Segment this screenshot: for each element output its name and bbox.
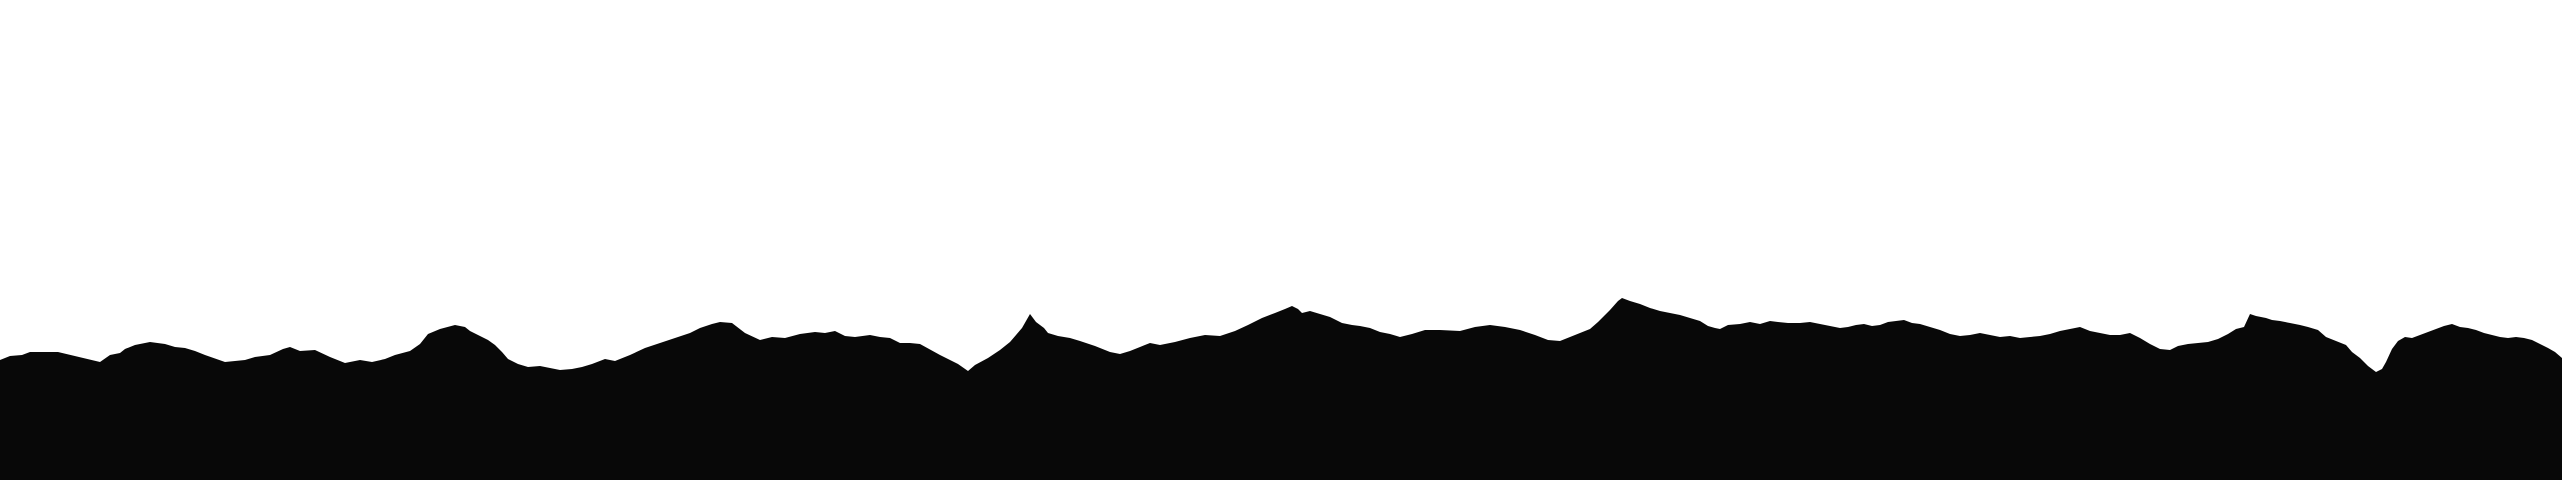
ridge-shape <box>0 298 2562 480</box>
